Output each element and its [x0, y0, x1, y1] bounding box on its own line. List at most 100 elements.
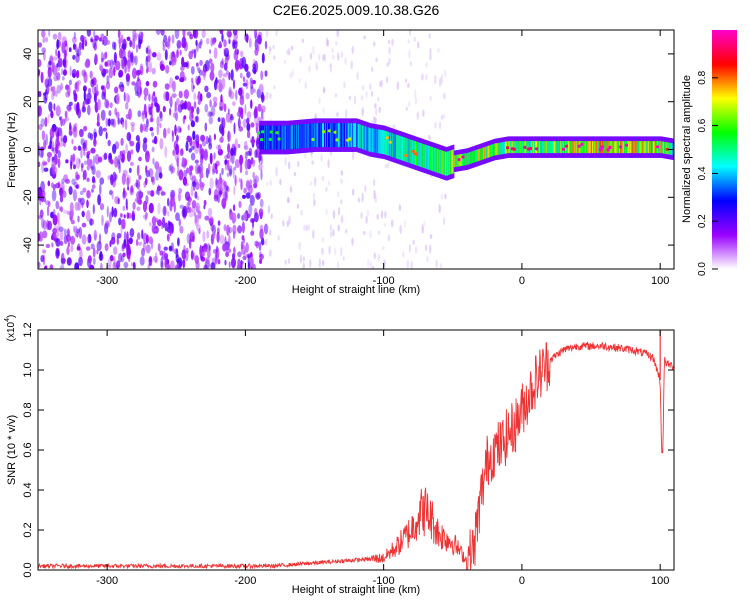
streak-cell [269, 249, 272, 257]
noise-cell [71, 154, 75, 166]
noise-cell [109, 159, 114, 165]
noise-cell [191, 181, 197, 188]
noise-cell [198, 227, 201, 235]
noise-cell [132, 261, 136, 268]
noise-cell [254, 106, 258, 115]
noise-cell [183, 169, 188, 179]
noise-cell [149, 127, 154, 132]
noise-cell [40, 255, 45, 263]
streak-cell [283, 60, 287, 64]
streak-cell [429, 55, 432, 61]
noise-cell [97, 112, 100, 125]
streak-cell [327, 158, 330, 169]
ridge-cell [401, 136, 404, 161]
snr-y-tick-label: 1.2 [22, 322, 34, 337]
noise-cell [204, 122, 208, 132]
noise-cell [55, 200, 60, 210]
ridge-cell [297, 124, 299, 149]
ridge-cell [374, 128, 376, 153]
noise-cell [100, 85, 105, 91]
ridge-cell [317, 123, 319, 148]
noise-cell [49, 140, 52, 149]
streak-cell [340, 199, 343, 205]
streak-cell [353, 95, 357, 105]
streak-cell [352, 188, 355, 196]
noise-cell [41, 30, 46, 38]
noise-cell [72, 189, 77, 202]
noise-cell [232, 41, 238, 49]
noise-cell [112, 143, 117, 154]
noise-cell [254, 30, 257, 40]
noise-cell [94, 153, 100, 165]
ridge-cell [280, 125, 283, 150]
noise-cell [172, 51, 175, 58]
noise-cell [159, 110, 163, 119]
ridge-cell [521, 141, 524, 154]
noise-cell [191, 200, 197, 209]
streak-cell [293, 172, 297, 177]
noise-cell [217, 220, 221, 226]
noise-cell [245, 79, 249, 90]
streak-cell [407, 39, 410, 44]
noise-cell [114, 60, 117, 73]
noise-cell [163, 91, 168, 101]
noise-cell [183, 61, 189, 68]
ridge-cell [504, 141, 506, 154]
noise-cell [237, 117, 241, 129]
ridge-cell [291, 125, 293, 150]
noise-cell [118, 217, 122, 226]
ridge-cell [348, 123, 350, 148]
noise-cell [64, 43, 69, 52]
noise-cell [145, 195, 149, 205]
noise-cell [93, 138, 97, 147]
ridge-cell [439, 149, 441, 174]
noise-cell [59, 116, 62, 121]
ridge-cell [538, 141, 540, 154]
ridge-cell [550, 141, 553, 154]
snr-line [38, 341, 674, 570]
ridge-cell [486, 146, 489, 159]
ridge-cell [361, 125, 364, 150]
streak-cell [336, 112, 339, 117]
noise-cell [220, 94, 223, 103]
snr-x-tick-label: -300 [96, 575, 118, 587]
noise-cell [141, 247, 145, 257]
ridge-cell [396, 134, 399, 159]
noise-cell [254, 39, 258, 50]
noise-cell [103, 152, 108, 160]
streak-cell [414, 89, 417, 99]
noise-cell [87, 233, 92, 244]
noise-cell [130, 122, 136, 127]
noise-cell [208, 58, 213, 64]
noise-cell [186, 101, 192, 111]
ridge-cell [264, 125, 266, 150]
ridge-cell [597, 141, 599, 154]
noise-cell [123, 91, 126, 102]
noise-cell [45, 36, 48, 43]
noise-cell [70, 219, 75, 225]
ridge-cell [596, 141, 598, 154]
noise-cell [52, 33, 58, 40]
ridge-cell [302, 124, 305, 149]
ridge-cell [371, 128, 374, 153]
streak-cell [286, 196, 290, 204]
ridge-cell [276, 125, 279, 150]
noise-cell [93, 30, 96, 38]
streak-cell [329, 62, 332, 68]
noise-cell [134, 55, 138, 66]
ridge-cell [261, 125, 263, 150]
ridge-cell [263, 125, 265, 150]
ridge-cell [476, 149, 478, 162]
noise-cell [106, 39, 111, 45]
noise-cell [143, 95, 147, 101]
noise-cell [177, 237, 180, 247]
streak-cell [289, 72, 293, 80]
noise-cell [57, 31, 62, 41]
streak-cell [444, 193, 447, 200]
ridge-cell [378, 129, 380, 154]
streak-cell [367, 258, 370, 268]
noise-cell [172, 112, 176, 119]
streak-cell [365, 215, 368, 224]
noise-cell [115, 60, 121, 71]
noise-cell [96, 249, 99, 255]
